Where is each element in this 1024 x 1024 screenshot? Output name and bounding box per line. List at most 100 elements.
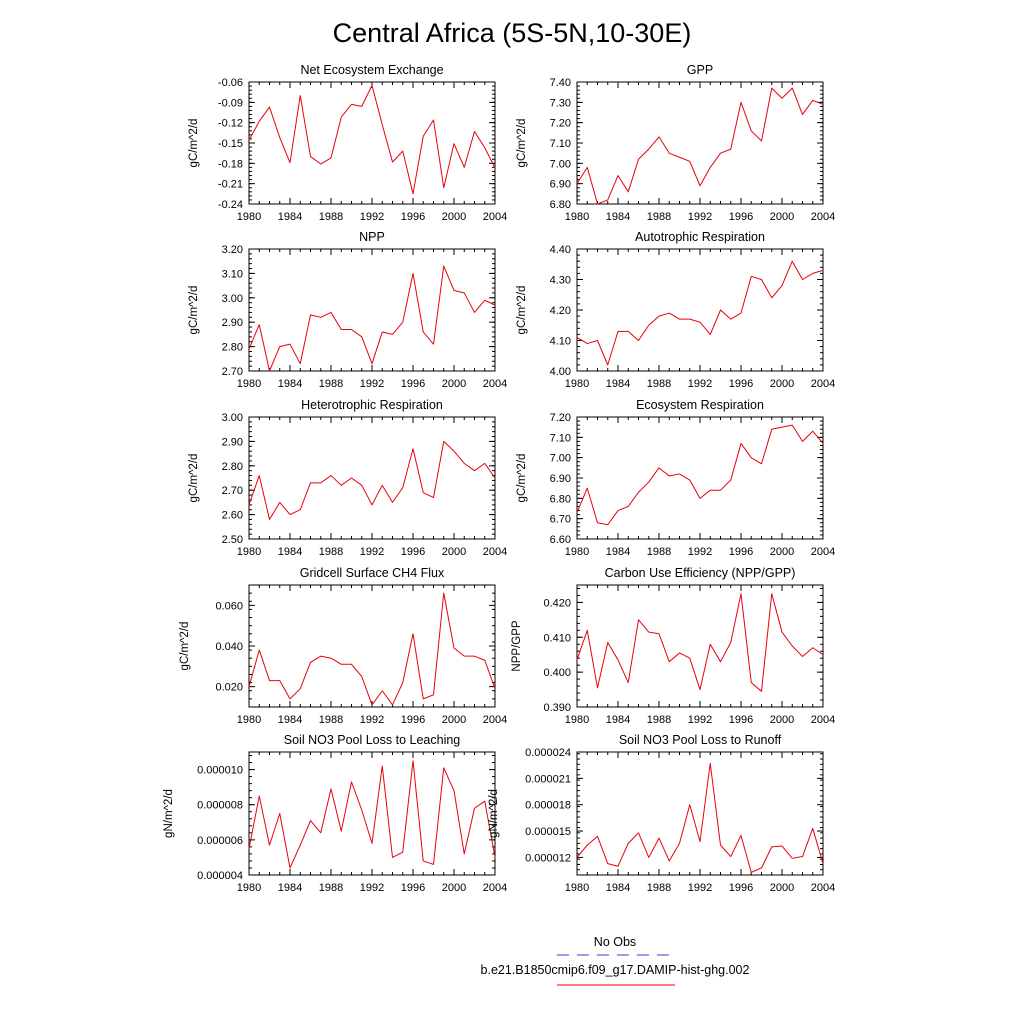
y-axis-label: gC/m^2/d [179, 622, 191, 671]
panel-title: GPP [687, 63, 713, 77]
y-tick-label: -0.09 [218, 97, 243, 109]
series-line [576, 87, 824, 205]
series-line [576, 424, 824, 526]
x-tick-label: 2000 [770, 546, 794, 558]
legend-label-model: b.e21.B1850cmip6.f09_g17.DAMIP-hist-ghg.… [481, 963, 750, 977]
series-line [576, 762, 824, 873]
x-tick-label: 2000 [770, 882, 794, 894]
y-tick-label: 7.20 [550, 118, 571, 130]
y-axis-label: gC/m^2/d [516, 119, 528, 168]
x-tick-label: 1980 [237, 546, 261, 558]
x-tick-label: 2000 [442, 882, 466, 894]
y-tick-label: 4.40 [550, 244, 571, 256]
x-tick-label: 1992 [360, 714, 384, 726]
plot-frame [248, 584, 496, 708]
x-tick-label: 1980 [565, 714, 589, 726]
panel-4: Heterotrophic Respiration gC/m^2/d 1980 198… [188, 398, 507, 558]
x-tick-label: 1984 [278, 714, 302, 726]
plot-frame [576, 248, 824, 372]
x-tick-label: 1984 [606, 714, 630, 726]
y-tick-label: 7.00 [550, 158, 571, 170]
y-tick-label: 0.020 [215, 682, 243, 694]
y-tick-label: -0.24 [218, 199, 243, 211]
series-line [248, 592, 496, 706]
x-tick-label: 1980 [565, 378, 589, 390]
x-tick-label: 1984 [606, 546, 630, 558]
panel-1: GPP gC/m^2/d 1980 1984 1988 1992 1996 2000 2004 6… [516, 63, 835, 223]
x-tick-label: 2004 [811, 714, 835, 726]
y-tick-label: -0.15 [218, 138, 243, 150]
y-tick-label: 4.00 [550, 366, 571, 378]
series-line [248, 84, 496, 195]
x-tick-label: 1988 [647, 211, 671, 223]
y-tick-label: 0.040 [215, 641, 243, 653]
panel-3: Autotrophic Respiration gC/m^2/d 1980 1984 1… [516, 230, 835, 390]
x-tick-label: 1996 [401, 211, 425, 223]
x-tick-label: 1988 [647, 546, 671, 558]
panel-title: Soil NO3 Pool Loss to Leaching [284, 733, 461, 747]
y-tick-label: 7.40 [550, 77, 571, 89]
x-tick-label: 1996 [729, 378, 753, 390]
x-tick-label: 1996 [729, 546, 753, 558]
x-tick-label: 2004 [483, 378, 507, 390]
x-tick-label: 2004 [811, 546, 835, 558]
y-tick-label: -0.06 [218, 77, 243, 89]
panel-0: Net Ecosystem Exchange gC/m^2/d 1980 1984 19… [188, 63, 507, 223]
y-tick-label: 2.80 [222, 461, 243, 473]
y-tick-label: 0.410 [543, 632, 571, 644]
y-tick-label: 6.80 [550, 493, 571, 505]
x-tick-label: 1996 [401, 714, 425, 726]
x-tick-label: 1984 [606, 211, 630, 223]
x-tick-label: 2004 [811, 211, 835, 223]
panel-title: Ecosystem Respiration [636, 398, 764, 412]
y-tick-label: -0.21 [218, 179, 243, 191]
series-line [248, 440, 496, 520]
series-line [248, 265, 496, 372]
panel-7: Carbon Use Efficiency (NPP/GPP) NPP/GPP 19… [511, 566, 835, 726]
x-tick-label: 1996 [729, 714, 753, 726]
series-line [576, 593, 824, 692]
x-tick-label: 1992 [688, 546, 712, 558]
y-tick-label: 4.30 [550, 275, 571, 287]
y-tick-label: 7.20 [550, 412, 571, 424]
x-tick-label: 2000 [442, 714, 466, 726]
y-tick-label: 0.000008 [197, 800, 243, 812]
x-tick-label: 1988 [319, 378, 343, 390]
y-tick-label: 6.90 [550, 179, 571, 191]
x-tick-label: 2000 [442, 211, 466, 223]
y-axis-label: gC/m^2/d [516, 286, 528, 335]
y-tick-label: 6.60 [550, 534, 571, 546]
x-tick-label: 1988 [319, 211, 343, 223]
x-tick-label: 1988 [319, 546, 343, 558]
panel-5: Ecosystem Respiration gC/m^2/d 1980 1984 198… [516, 398, 835, 558]
series-line [576, 260, 824, 366]
x-tick-label: 1988 [319, 882, 343, 894]
y-tick-label: 0.000010 [197, 765, 243, 777]
x-tick-label: 1992 [360, 378, 384, 390]
x-tick-label: 1996 [729, 211, 753, 223]
panel-title: NPP [359, 230, 385, 244]
x-tick-label: 2000 [442, 378, 466, 390]
panel-title: Net Ecosystem Exchange [300, 63, 443, 77]
y-tick-label: -0.12 [218, 118, 243, 130]
x-tick-label: 1984 [606, 882, 630, 894]
x-tick-label: 2000 [770, 211, 794, 223]
x-tick-label: 1984 [278, 882, 302, 894]
y-tick-label: 7.10 [550, 138, 571, 150]
x-tick-label: 1984 [278, 546, 302, 558]
y-tick-label: 2.90 [222, 436, 243, 448]
y-tick-label: 2.90 [222, 317, 243, 329]
plot-frame [576, 416, 824, 540]
x-tick-label: 2000 [770, 378, 794, 390]
y-tick-label: 3.20 [222, 244, 243, 256]
x-tick-label: 1996 [401, 378, 425, 390]
y-tick-label: 2.60 [222, 510, 243, 522]
x-tick-label: 1984 [278, 378, 302, 390]
y-axis-label: gC/m^2/d [188, 454, 200, 503]
y-tick-label: 0.400 [543, 667, 571, 679]
y-tick-label: -0.18 [218, 158, 243, 170]
x-tick-label: 1996 [401, 882, 425, 894]
x-tick-label: 2000 [442, 546, 466, 558]
x-tick-label: 2004 [811, 882, 835, 894]
